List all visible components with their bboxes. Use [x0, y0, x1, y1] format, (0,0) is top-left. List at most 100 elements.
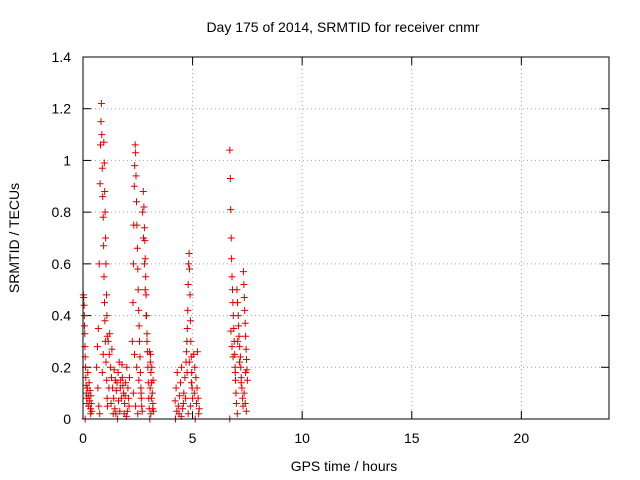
data-series — [79, 100, 251, 423]
data-point — [179, 405, 187, 413]
data-point — [242, 345, 250, 353]
data-point — [239, 394, 247, 402]
data-point — [180, 389, 188, 397]
data-point — [99, 350, 107, 358]
data-point — [142, 273, 150, 281]
data-point — [237, 379, 245, 387]
data-point — [100, 138, 108, 146]
data-point — [140, 260, 148, 268]
data-point — [124, 384, 132, 392]
data-point — [137, 389, 145, 397]
data-point — [115, 397, 122, 405]
data-point — [188, 379, 195, 387]
data-point — [232, 400, 240, 407]
data-point — [235, 332, 243, 340]
data-point — [184, 306, 192, 314]
data-point — [110, 366, 118, 374]
data-point — [130, 182, 138, 190]
data-point — [146, 358, 154, 366]
x-tick-label: 10 — [294, 430, 310, 446]
data-point — [183, 325, 191, 332]
data-point — [126, 374, 133, 382]
data-point — [105, 384, 113, 392]
data-point — [173, 369, 181, 376]
data-point — [135, 306, 143, 314]
data-point — [185, 250, 193, 257]
data-point — [241, 400, 249, 407]
data-point — [231, 369, 239, 376]
data-point — [121, 400, 129, 407]
data-point — [131, 162, 139, 170]
data-point — [136, 337, 143, 345]
data-point — [148, 363, 156, 371]
data-point — [183, 369, 191, 376]
data-point — [186, 402, 194, 410]
data-point — [106, 363, 114, 371]
data-point — [99, 213, 107, 221]
data-point — [132, 172, 140, 180]
y-tick-label: 0.8 — [52, 204, 72, 220]
data-point — [226, 175, 234, 182]
data-point — [227, 234, 235, 242]
data-point — [97, 100, 105, 107]
data-point — [80, 301, 88, 309]
data-point — [110, 394, 118, 402]
x-tick-label: 5 — [189, 430, 197, 446]
data-point — [185, 260, 193, 268]
data-point — [186, 317, 194, 325]
data-point — [125, 402, 133, 410]
data-point — [135, 376, 143, 384]
data-point — [236, 353, 244, 361]
data-point — [240, 389, 248, 397]
data-point — [135, 322, 143, 330]
data-point — [187, 337, 195, 345]
data-point — [95, 260, 103, 268]
x-tick-label: 20 — [514, 430, 530, 446]
data-point — [190, 350, 198, 358]
data-point — [129, 389, 137, 397]
x-axis-label: GPS time / hours — [291, 458, 398, 474]
data-point — [146, 384, 154, 392]
data-point — [177, 379, 184, 387]
data-point — [96, 410, 104, 418]
data-point — [108, 345, 116, 353]
grid-lines — [83, 57, 609, 419]
data-point — [129, 260, 137, 268]
data-point — [86, 387, 94, 395]
y-tick-label: 1.4 — [52, 49, 72, 65]
data-point — [139, 188, 147, 195]
data-point — [229, 353, 237, 361]
data-point — [227, 327, 235, 335]
data-point — [133, 198, 140, 206]
data-point — [234, 337, 242, 345]
data-point — [235, 322, 243, 330]
data-point — [182, 394, 190, 402]
data-point — [240, 294, 248, 301]
data-point — [132, 149, 140, 157]
data-point — [195, 410, 203, 418]
data-point — [175, 392, 183, 400]
data-point — [178, 363, 186, 371]
data-point — [116, 407, 124, 415]
data-point — [103, 376, 111, 384]
data-point — [147, 350, 154, 358]
plot-frame — [82, 56, 610, 420]
data-point — [95, 402, 103, 410]
data-point — [194, 394, 202, 402]
data-point — [184, 410, 192, 418]
data-point — [237, 363, 245, 371]
data-point — [100, 242, 108, 250]
data-point — [102, 358, 110, 366]
data-point — [94, 384, 102, 392]
data-point — [85, 379, 93, 387]
data-point — [234, 299, 241, 307]
data-point — [141, 255, 149, 263]
data-point — [138, 407, 146, 415]
data-point — [101, 208, 109, 216]
data-point — [81, 330, 89, 338]
data-point — [241, 319, 249, 327]
data-point — [236, 343, 244, 351]
data-point — [98, 369, 106, 376]
data-point — [131, 350, 138, 358]
